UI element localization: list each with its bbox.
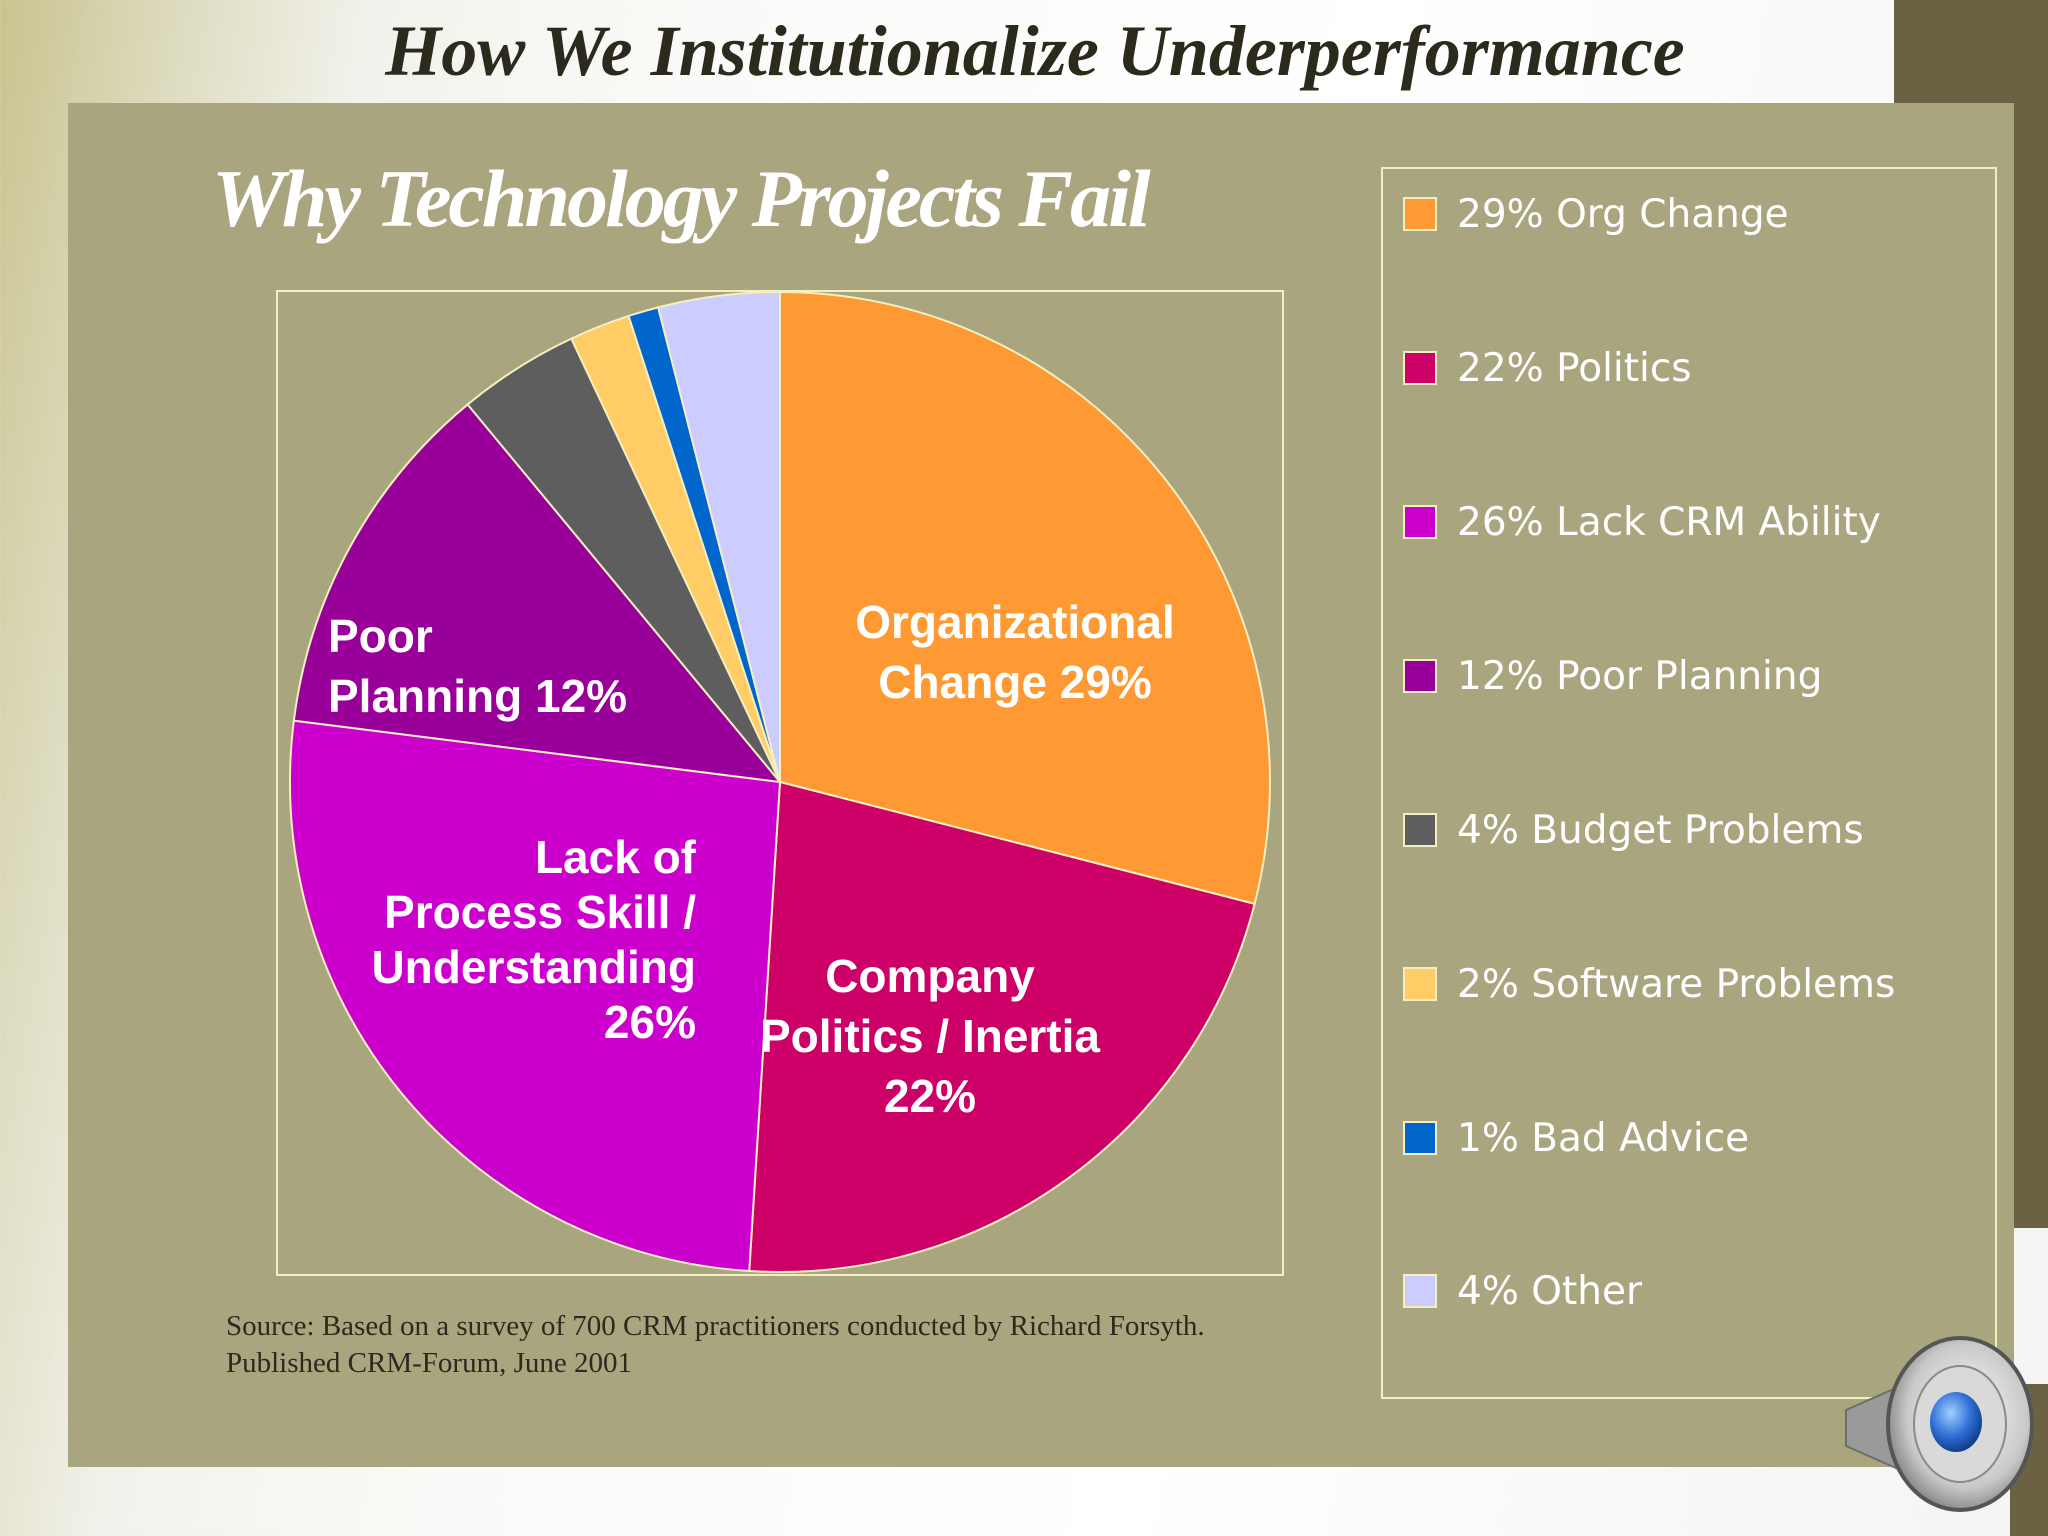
source-note: Source: Based on a survey of 700 CRM pra…: [226, 1310, 1205, 1379]
legend-swatch: [1403, 1121, 1437, 1155]
pie-chart: [289, 290, 1271, 1273]
pie-slice-other: [656, 290, 781, 783]
legend-text: 12% Poor Planning: [1457, 653, 1823, 699]
legend-swatch: [1403, 659, 1437, 693]
legend-text: 29% Org Change: [1457, 191, 1789, 237]
legend-text: 26% Lack CRM Ability: [1457, 499, 1881, 545]
legend-swatch: [1403, 813, 1437, 847]
chart-legend: 29% Org Change 22% Politics 26% Lack CRM…: [1381, 167, 1997, 1399]
legend-text: 22% Politics: [1457, 345, 1692, 391]
legend-item-politics: 22% Politics: [1403, 338, 1692, 398]
pie-slice-politics: [748, 780, 1256, 1273]
legend-swatch: [1403, 351, 1437, 385]
legend-item-other: 4% Other: [1403, 1261, 1642, 1321]
legend-text: 4% Other: [1457, 1268, 1643, 1314]
legend-swatch: [1403, 197, 1437, 231]
pie-slice-process-skill: [289, 719, 782, 1273]
legend-text: 2% Software Problems: [1457, 961, 1896, 1007]
pie-label-politics: Company Politics / Inertia 22%: [760, 950, 1100, 1122]
pie-label-org-change: Organizational Change 29%: [855, 596, 1175, 708]
legend-swatch: [1403, 967, 1437, 1001]
legend-text: 4% Budget Problems: [1457, 807, 1864, 853]
legend-item-lack-crm-ability: 26% Lack CRM Ability: [1403, 492, 1881, 552]
legend-swatch: [1403, 1274, 1437, 1308]
chart-title: Why Technology Projects Fail: [212, 153, 1151, 244]
legend-item-bad-advice: 1% Bad Advice: [1403, 1108, 1749, 1168]
pie-slice-org-change: [779, 290, 1271, 906]
legend-item-software-problems: 2% Software Problems: [1403, 954, 1895, 1014]
legend-item-org-change: 29% Org Change: [1403, 184, 1789, 244]
slide-title: How We Institutionalize Underperformance: [385, 11, 1685, 91]
legend-item-budget-problems: 4% Budget Problems: [1403, 800, 1864, 860]
legend-text: 1% Bad Advice: [1457, 1115, 1750, 1161]
pie-label-process-skill: Lack of Process Skill / Understanding 26…: [371, 831, 696, 1048]
legend-item-poor-planning: 12% Poor Planning: [1403, 646, 1822, 706]
speaker-icon[interactable]: [1838, 1318, 2038, 1518]
pie-label-poor-planning: Poor Planning 12%: [328, 610, 628, 722]
pie-slice-poor-planning: [292, 403, 783, 784]
legend-swatch: [1403, 505, 1437, 539]
